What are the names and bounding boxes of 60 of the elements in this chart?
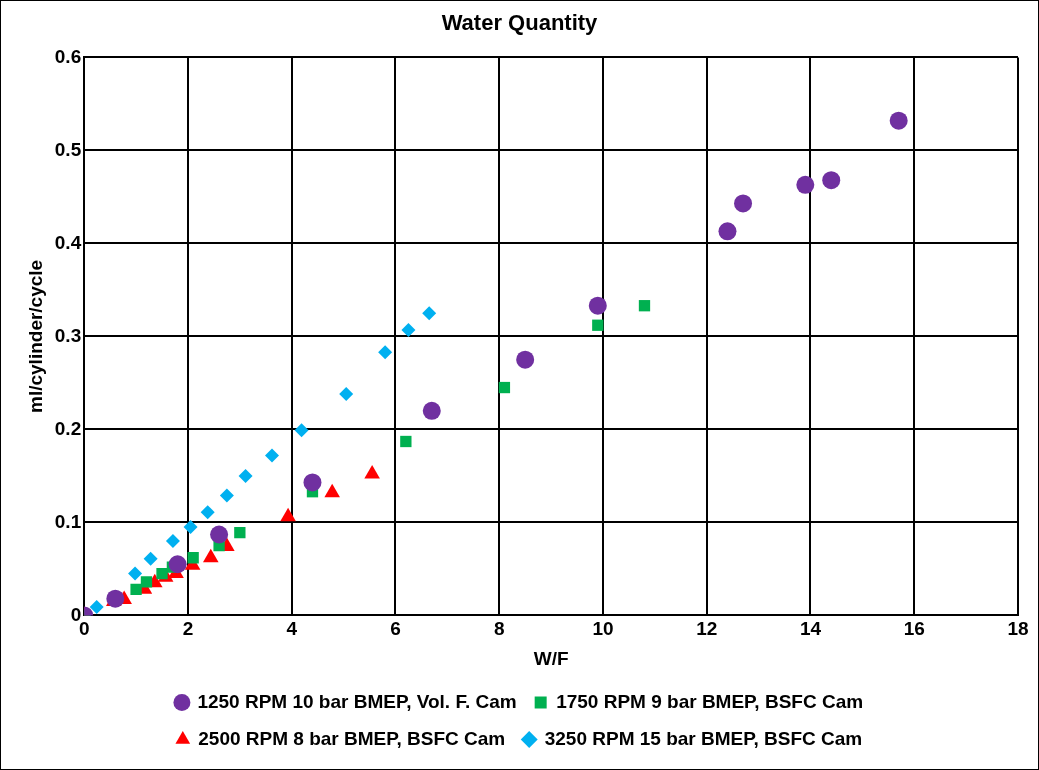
legend-label: 2500 RPM 8 bar BMEP, BSFC Cam [198, 727, 506, 749]
point [130, 583, 142, 596]
point [734, 194, 753, 213]
point [156, 567, 168, 580]
x-tick-label: 4 [286, 618, 298, 640]
point [168, 555, 187, 574]
legend-label: 3250 RPM 15 bar BMEP, BSFC Cam [544, 727, 863, 749]
x-tick-label: 12 [696, 618, 718, 640]
chart-title: Water Quantity [441, 10, 599, 36]
point [143, 551, 158, 566]
point [638, 300, 651, 312]
x-tick-label: 14 [799, 618, 822, 640]
point [592, 319, 604, 331]
point [718, 222, 737, 241]
point [280, 507, 296, 522]
point [889, 111, 908, 130]
point [588, 296, 607, 315]
x-tick-label: 16 [903, 618, 925, 640]
point [422, 401, 441, 420]
point [187, 552, 199, 564]
y-tick-label: 0.5 [54, 138, 82, 160]
point [822, 171, 841, 190]
point [128, 566, 143, 581]
point [203, 548, 219, 563]
legend-label: 1750 RPM 9 bar BMEP, BSFC Cam [556, 690, 864, 712]
y-tick-label: 0.4 [54, 231, 82, 253]
point [796, 175, 815, 194]
x-tick-label: 8 [493, 618, 505, 640]
point [324, 483, 340, 498]
y-axis-title: ml/cylinder/cycle [24, 259, 46, 413]
point [210, 525, 229, 544]
point [516, 350, 535, 369]
x-tick-label: 18 [1007, 618, 1029, 640]
point [89, 600, 104, 615]
point [422, 306, 437, 321]
point [140, 576, 153, 588]
legend-label: 1250 RPM 10 bar BMEP, Vol. F. Cam [197, 690, 517, 712]
y-tick-label: 0.1 [54, 510, 82, 532]
point [200, 505, 215, 520]
point [401, 322, 416, 337]
x-axis-title: W/F [533, 647, 569, 669]
point [234, 526, 246, 539]
point [165, 534, 180, 548]
point [265, 448, 280, 463]
point [294, 423, 309, 438]
y-tick-label: 0.6 [54, 45, 82, 67]
point [183, 520, 198, 535]
point [303, 473, 322, 492]
point [378, 345, 393, 360]
point [364, 465, 380, 479]
y-tick-label: 0.3 [54, 324, 82, 346]
point [219, 488, 234, 503]
x-tick-label: 2 [182, 618, 194, 640]
point [400, 435, 412, 448]
y-tick-label: 0.2 [54, 417, 82, 439]
x-tick-label: 6 [390, 618, 401, 640]
point [339, 387, 354, 402]
point [498, 381, 511, 394]
point [238, 468, 253, 483]
x-tick-label: 10 [592, 618, 614, 640]
